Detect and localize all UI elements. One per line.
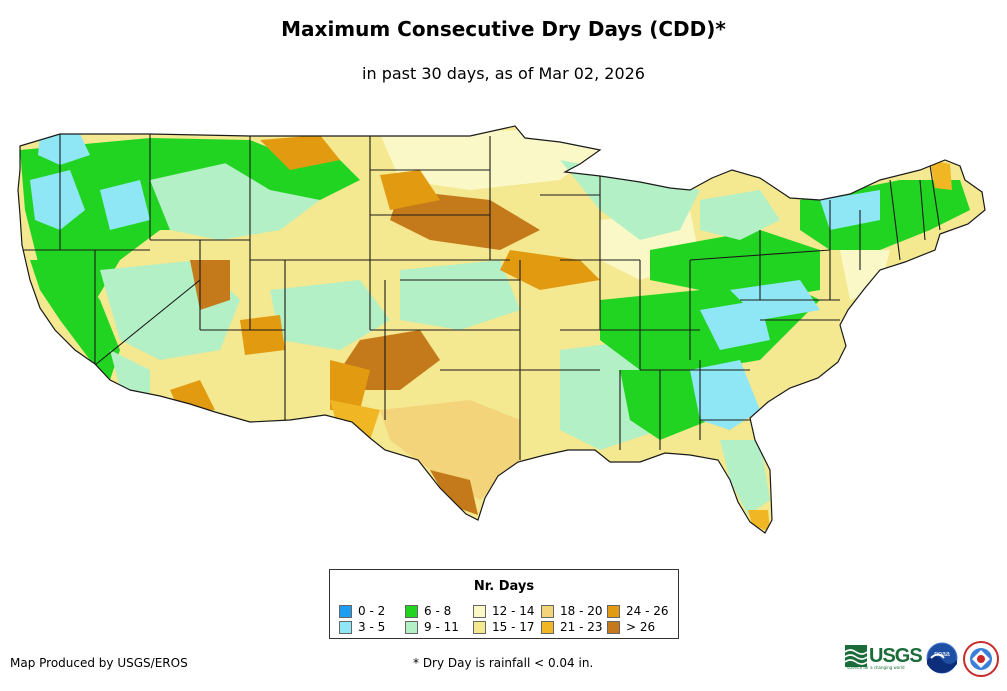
state-boundary	[889, 179, 901, 261]
state-boundary	[919, 179, 926, 241]
legend-label: 24 - 26	[626, 604, 669, 618]
cdd-zone	[100, 180, 150, 230]
cdd-zone	[650, 230, 820, 300]
cdd-zone	[620, 370, 710, 440]
noaa-logo-icon: noaa	[926, 642, 958, 674]
legend-item: 0 - 2	[339, 605, 385, 618]
cdd-zone	[38, 134, 90, 165]
cdd-zone	[270, 280, 390, 350]
legend-label: 0 - 2	[358, 604, 386, 618]
cdd-zone	[30, 260, 120, 380]
cdd-zone	[330, 360, 370, 410]
legend-item: 18 - 20	[541, 605, 603, 618]
cdd-zone	[930, 160, 952, 190]
legend-swatch	[473, 605, 486, 618]
legend-swatch	[541, 621, 554, 634]
legend-label: 9 - 11	[424, 620, 459, 634]
legend-label: 6 - 8	[424, 604, 452, 618]
legend-item: 6 - 8	[405, 605, 451, 618]
usgs-wordmark: USGS	[869, 645, 923, 667]
legend-title: Nr. Days	[473, 579, 535, 594]
legend-item: > 26	[607, 621, 655, 634]
legend-item: 24 - 26	[607, 605, 669, 618]
us-cdd-map	[17, 125, 986, 534]
cdd-zone	[240, 315, 285, 355]
legend-swatch	[405, 605, 418, 618]
cdd-zone	[110, 350, 150, 395]
cdd-zone	[820, 190, 880, 230]
cdd-zone	[380, 400, 520, 500]
legend-label: > 26	[626, 620, 656, 634]
cdd-zone	[400, 260, 520, 330]
legend-item: 21 - 23	[541, 621, 603, 634]
legend-item: 9 - 11	[405, 621, 459, 634]
cdd-zone	[30, 170, 85, 230]
cdd-zone	[260, 135, 340, 170]
legend-label: 12 - 14	[492, 604, 535, 618]
legend-swatch	[405, 621, 418, 634]
legend-swatch	[339, 621, 352, 634]
cdd-zone	[748, 510, 770, 532]
cdd-zone	[720, 440, 770, 515]
legend-box: Nr. Days 0 - 2 3 - 5 6 - 8 9 - 11 12 - 14 15 …	[329, 569, 679, 639]
map-title: Maximum Consecutive Dry Days (CDD)*	[281, 17, 726, 41]
legend-label: 15 - 17	[492, 620, 535, 634]
cdd-zone	[690, 360, 760, 430]
state-boundary	[94, 279, 201, 366]
cdd-zone	[430, 470, 478, 515]
legend-item: 15 - 17	[473, 621, 535, 634]
usgs-tagline: science for a changing world	[847, 665, 905, 670]
legend-swatch	[541, 605, 554, 618]
legend-swatch	[473, 621, 486, 634]
cdd-zone	[560, 160, 700, 240]
legend-label: 21 - 23	[560, 620, 603, 634]
noaa-text: noaa	[934, 651, 950, 658]
cdd-zone	[380, 170, 440, 210]
cdd-zone	[700, 190, 780, 240]
cdd-zone	[390, 190, 540, 250]
nws-logo-icon	[963, 641, 999, 677]
legend-swatch	[607, 605, 620, 618]
legend-item: 12 - 14	[473, 605, 535, 618]
map-subtitle: in past 30 days, as of Mar 02, 2026	[362, 64, 645, 83]
dry-day-note: * Dry Day is rainfall < 0.04 in.	[413, 656, 594, 670]
legend-label: 3 - 5	[358, 620, 386, 634]
legend-item: 3 - 5	[339, 621, 385, 634]
usgs-logo: USGS science for a changing world	[845, 643, 923, 673]
credit-text: Map Produced by USGS/EROS	[10, 656, 188, 670]
legend-label: 18 - 20	[560, 604, 603, 618]
usgs-wave-icon	[845, 645, 867, 667]
legend-swatch	[607, 621, 620, 634]
state-boundary	[929, 164, 941, 231]
legend-swatch	[339, 605, 352, 618]
